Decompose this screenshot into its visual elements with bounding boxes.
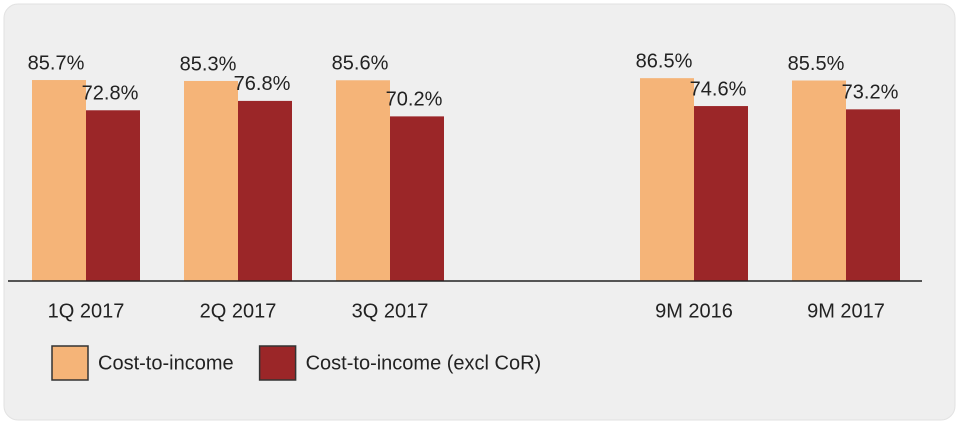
- bar: [846, 109, 900, 281]
- data-label: 74.6%: [690, 78, 747, 100]
- bar: [86, 110, 140, 281]
- legend-label: Cost-to-income: [98, 352, 234, 374]
- data-label: 85.5%: [788, 53, 845, 75]
- data-label: 86.5%: [636, 50, 693, 72]
- data-label: 85.3%: [180, 53, 237, 75]
- bar: [32, 80, 86, 281]
- data-label: 85.6%: [332, 53, 389, 75]
- bar: [640, 78, 694, 281]
- data-label: 85.7%: [28, 52, 85, 74]
- x-tick-label: 3Q 2017: [352, 300, 429, 322]
- bar: [184, 80, 238, 281]
- data-label: 76.8%: [234, 73, 291, 95]
- x-tick-label: 9M 2017: [807, 300, 885, 322]
- data-label: 72.8%: [82, 83, 139, 105]
- x-tick-label: 1Q 2017: [48, 300, 125, 322]
- legend-swatch: [258, 345, 297, 381]
- legend-swatch: [51, 345, 89, 381]
- bar: [792, 80, 846, 281]
- x-tick-label: 9M 2016: [655, 300, 733, 322]
- legend-label: Cost-to-income (excl CoR): [306, 352, 542, 374]
- data-label: 70.2%: [386, 89, 443, 111]
- bar: [694, 106, 748, 281]
- x-tick-label: 2Q 2017: [200, 300, 277, 322]
- data-label: 73.2%: [842, 82, 899, 104]
- bar: [390, 116, 444, 281]
- bar: [238, 100, 292, 282]
- bar: [336, 80, 390, 281]
